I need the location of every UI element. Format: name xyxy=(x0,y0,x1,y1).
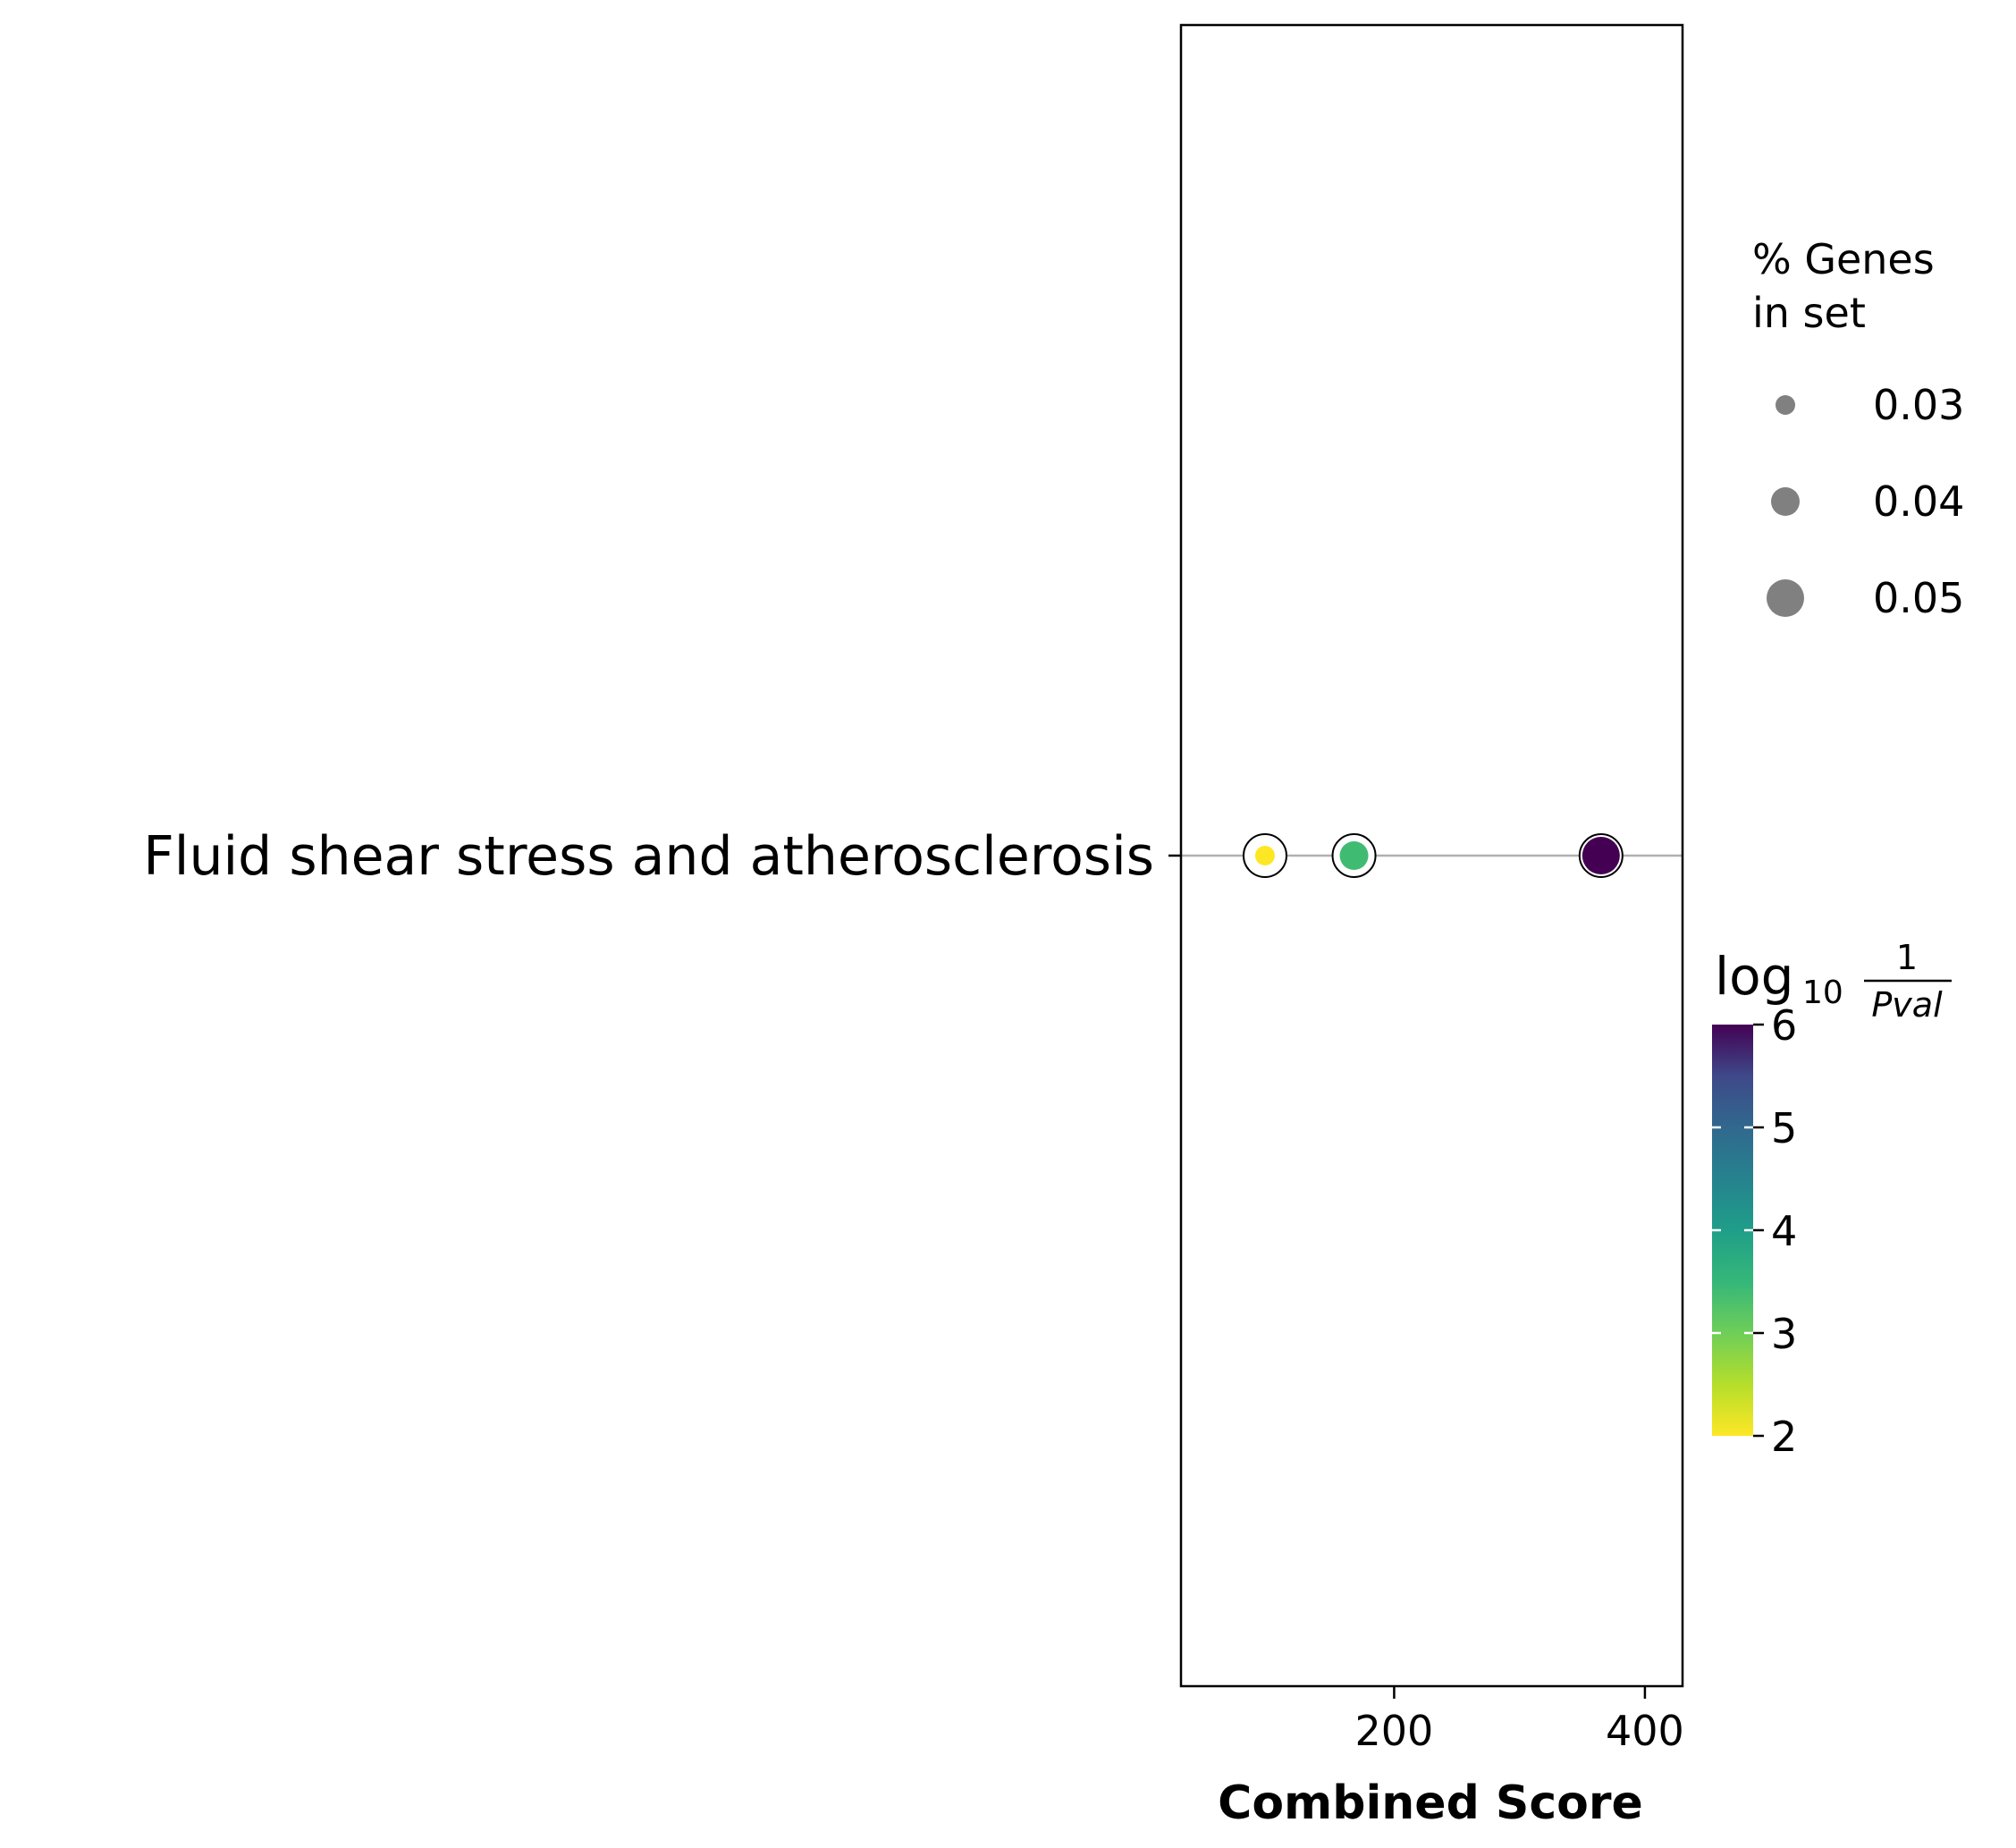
size-legend-label: 0.05 xyxy=(1873,574,1964,622)
colorbar: log 10 1 Pval 2 3 4 5 6 xyxy=(1712,938,1952,1461)
y-axis: Fluid shear stress and atherosclerosis xyxy=(143,825,1181,888)
size-legend-marker xyxy=(1776,395,1795,415)
colorbar-tick-label: 2 xyxy=(1771,1413,1797,1461)
data-points xyxy=(1242,833,1624,878)
data-point xyxy=(1339,841,1369,870)
size-legend-label: 0.04 xyxy=(1873,477,1964,526)
colorbar-tick-label: 5 xyxy=(1771,1104,1797,1152)
data-point xyxy=(1582,837,1620,874)
colorbar-tick-label: 6 xyxy=(1771,1001,1797,1050)
size-legend-title-line1: % Genes xyxy=(1752,235,1935,283)
colorbar-tick-label: 3 xyxy=(1771,1310,1797,1358)
colorbar-title-log: log xyxy=(1715,946,1793,1007)
size-legend-marker xyxy=(1767,579,1804,617)
data-point xyxy=(1254,846,1275,865)
size-legend-title-line2: in set xyxy=(1752,289,1866,337)
x-axis: 200 400 xyxy=(1355,1686,1684,1755)
size-legend-marker xyxy=(1771,487,1800,516)
size-legend: % Genes in set 0.03 0.04 0.05 xyxy=(1752,235,1964,622)
colorbar-title-base: 10 xyxy=(1802,975,1843,1011)
y-tick-label: Fluid shear stress and atherosclerosis xyxy=(143,825,1154,888)
colorbar-title-denominator: Pval xyxy=(1871,985,1943,1025)
colorbar-title-numerator: 1 xyxy=(1896,938,1918,977)
colorbar-tick-label: 4 xyxy=(1771,1207,1797,1255)
size-legend-label: 0.03 xyxy=(1873,381,1964,429)
x-tick-label: 200 xyxy=(1355,1707,1434,1755)
x-tick-label: 400 xyxy=(1606,1707,1684,1755)
x-axis-label: Combined Score xyxy=(1218,1776,1643,1830)
